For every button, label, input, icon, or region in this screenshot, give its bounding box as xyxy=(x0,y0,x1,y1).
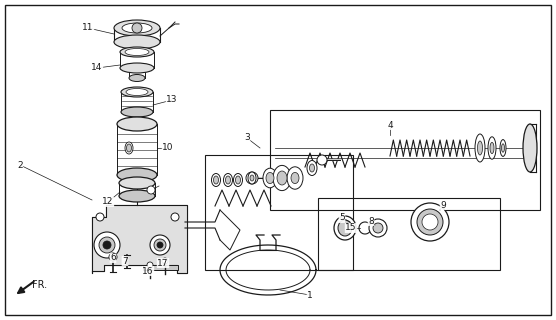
Circle shape xyxy=(317,155,327,165)
Ellipse shape xyxy=(500,140,506,156)
Circle shape xyxy=(369,219,387,237)
Ellipse shape xyxy=(523,124,537,172)
Ellipse shape xyxy=(120,63,154,73)
Text: 15: 15 xyxy=(345,223,357,233)
Ellipse shape xyxy=(478,141,483,155)
Circle shape xyxy=(171,213,179,221)
Ellipse shape xyxy=(250,175,254,181)
Ellipse shape xyxy=(125,49,149,55)
Circle shape xyxy=(417,209,443,235)
Circle shape xyxy=(94,232,120,258)
Ellipse shape xyxy=(490,142,494,154)
Circle shape xyxy=(147,262,153,268)
Ellipse shape xyxy=(236,176,241,184)
Circle shape xyxy=(411,203,449,241)
Ellipse shape xyxy=(127,144,132,152)
Ellipse shape xyxy=(234,173,242,187)
Text: 9: 9 xyxy=(440,201,446,210)
Bar xyxy=(205,155,353,270)
Circle shape xyxy=(150,235,170,255)
Ellipse shape xyxy=(266,172,274,184)
Ellipse shape xyxy=(211,173,221,187)
Text: FR.: FR. xyxy=(32,280,47,290)
Ellipse shape xyxy=(310,164,315,172)
Circle shape xyxy=(246,172,258,184)
Ellipse shape xyxy=(287,167,303,189)
Circle shape xyxy=(109,253,117,261)
Ellipse shape xyxy=(307,161,317,175)
Text: 17: 17 xyxy=(157,259,169,268)
Ellipse shape xyxy=(263,168,277,188)
Circle shape xyxy=(99,237,115,253)
Ellipse shape xyxy=(224,173,232,187)
Circle shape xyxy=(147,186,155,194)
Ellipse shape xyxy=(214,176,219,184)
Bar xyxy=(143,265,178,270)
Circle shape xyxy=(111,255,115,259)
Circle shape xyxy=(373,223,383,233)
Text: 2: 2 xyxy=(17,161,23,170)
Ellipse shape xyxy=(273,165,291,191)
Ellipse shape xyxy=(120,47,154,57)
Circle shape xyxy=(132,23,142,33)
Circle shape xyxy=(162,258,168,264)
Ellipse shape xyxy=(114,20,160,36)
Text: 3: 3 xyxy=(244,133,250,142)
Text: 11: 11 xyxy=(82,23,94,33)
Ellipse shape xyxy=(121,87,153,97)
Text: 5: 5 xyxy=(339,213,345,222)
Text: 1: 1 xyxy=(307,291,313,300)
Ellipse shape xyxy=(502,144,504,152)
Ellipse shape xyxy=(126,89,148,95)
Text: 16: 16 xyxy=(142,267,154,276)
Circle shape xyxy=(422,214,438,230)
Text: 12: 12 xyxy=(102,197,113,206)
Ellipse shape xyxy=(488,137,496,159)
Circle shape xyxy=(103,241,111,249)
Ellipse shape xyxy=(475,134,485,162)
Ellipse shape xyxy=(248,172,256,184)
Ellipse shape xyxy=(338,220,352,236)
Ellipse shape xyxy=(125,142,133,154)
Ellipse shape xyxy=(119,177,155,189)
Ellipse shape xyxy=(122,23,152,33)
Text: 7: 7 xyxy=(122,257,128,266)
Circle shape xyxy=(157,242,163,248)
Ellipse shape xyxy=(129,75,145,82)
Text: 4: 4 xyxy=(387,121,393,130)
Ellipse shape xyxy=(121,107,153,117)
Text: 8: 8 xyxy=(368,217,374,226)
Ellipse shape xyxy=(119,190,155,202)
Circle shape xyxy=(154,239,166,251)
Bar xyxy=(318,198,500,270)
Ellipse shape xyxy=(226,176,231,184)
Bar xyxy=(270,110,540,210)
Ellipse shape xyxy=(117,168,157,182)
Text: 13: 13 xyxy=(166,95,178,105)
Polygon shape xyxy=(92,205,187,273)
Text: 10: 10 xyxy=(162,143,173,153)
Ellipse shape xyxy=(291,172,299,184)
Text: 14: 14 xyxy=(91,63,103,73)
Ellipse shape xyxy=(334,216,356,240)
Ellipse shape xyxy=(117,117,157,131)
Circle shape xyxy=(96,213,104,221)
Text: 6: 6 xyxy=(110,253,116,262)
Ellipse shape xyxy=(114,35,160,49)
Ellipse shape xyxy=(277,171,287,185)
